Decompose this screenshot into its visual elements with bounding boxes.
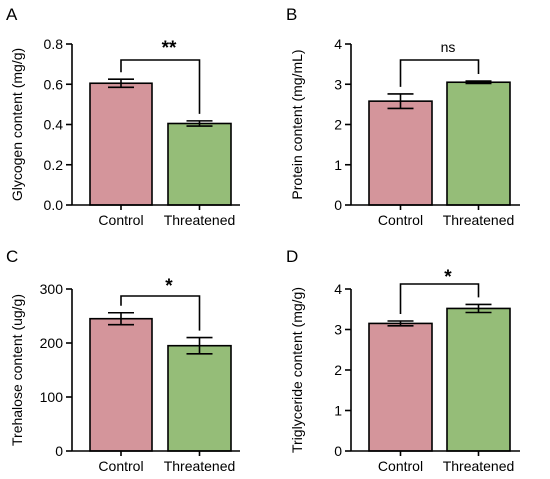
bar-control (368, 322, 433, 452)
y-tick-label: 300 (40, 281, 64, 297)
y-tick-label: 3 (334, 76, 342, 92)
y-tick-label: 0.0 (44, 197, 64, 213)
panel-letter: D (286, 247, 298, 266)
bar-control (368, 100, 433, 206)
y-tick-label: 4 (334, 36, 342, 52)
chart-panel-d: D 0 1 2 3 4 Control Threatened Triglyceride cont… (286, 247, 520, 474)
y-tick-label: 0.2 (44, 157, 64, 173)
x-tick-label: Threatened (443, 212, 515, 228)
x-tick-label: Control (378, 212, 423, 228)
x-tick-label: Threatened (164, 458, 236, 474)
y-tick-label: 2 (334, 117, 342, 133)
significance-bracket (120, 295, 201, 331)
panel-letter: A (6, 5, 18, 24)
x-tick-label: Control (98, 458, 143, 474)
y-tick-label: 0.8 (44, 36, 64, 52)
significance-label: * (444, 267, 452, 288)
panel-letter: B (286, 5, 297, 24)
x-tick-label: Threatened (443, 458, 515, 474)
chart-panel-b: B 0 1 2 3 4 Control Threatened Protein content (… (286, 5, 520, 228)
y-tick-label: 4 (334, 281, 342, 297)
x-tick-label: Threatened (164, 212, 236, 228)
bar-threatened (167, 122, 232, 206)
significance-label: ** (162, 38, 177, 59)
y-tick-label: 100 (40, 389, 64, 405)
y-tick-label: 0.6 (44, 76, 64, 92)
y-tick-label: 0.4 (44, 117, 64, 133)
significance-label: ns (441, 39, 456, 55)
significance-bracket (399, 59, 480, 87)
significance-bracket (120, 59, 201, 114)
bar-control (89, 317, 153, 452)
y-tick-label: 0 (334, 443, 342, 459)
significance-label: * (165, 276, 173, 297)
y-axis-title: Glycogen content (mg/g) (9, 48, 25, 201)
bar-threatened (167, 344, 232, 452)
significance-bracket (399, 283, 480, 314)
x-tick-label: Control (98, 212, 143, 228)
y-tick-label: 1 (334, 157, 342, 173)
y-tick-label: 0 (55, 443, 63, 459)
y-axis-title: Triglyceride content (mg/g) (289, 287, 305, 453)
x-tick-label: Control (378, 458, 423, 474)
y-tick-label: 2 (334, 362, 342, 378)
bar-threatened (446, 307, 511, 452)
y-tick-label: 3 (334, 322, 342, 338)
chart-panel-c: C 0 100 200 300 Control Threatened Trehalose co… (6, 247, 240, 474)
y-tick-label: 1 (334, 403, 342, 419)
bar-threatened (446, 81, 511, 206)
y-tick-label: 0 (334, 197, 342, 213)
y-tick-label: 200 (40, 335, 64, 351)
bar-control (89, 82, 153, 206)
panel-letter: C (6, 247, 18, 266)
y-axis-title: Protein content (mg/mL) (289, 49, 305, 199)
chart-panel-a: A 0.0 0.2 0.4 0.6 0.8 Control Threatened Glycoge… (6, 5, 240, 228)
y-axis-title: Trehalose content (ug/g) (9, 294, 25, 446)
